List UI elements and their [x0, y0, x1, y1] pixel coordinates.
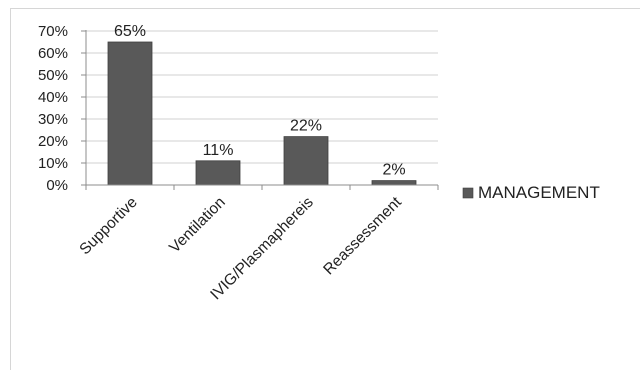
- y-tick-label: 70%: [38, 23, 68, 40]
- legend-swatch: [462, 187, 474, 199]
- y-axis-tick-labels: 0% 10% 20% 30% 40% 50% 60% 70%: [38, 23, 68, 194]
- y-tick-label: 20%: [38, 133, 68, 150]
- legend-label: MANAGEMENT: [478, 183, 600, 202]
- y-tick-label: 30%: [38, 111, 68, 128]
- y-tick-label: 40%: [38, 89, 68, 106]
- y-tick-label: 50%: [38, 67, 68, 84]
- data-labels: 65% 11% 22% 2%: [114, 23, 406, 179]
- axes: [81, 30, 439, 190]
- y-tick-label: 10%: [38, 155, 68, 172]
- bar: [283, 136, 329, 186]
- data-label: 22%: [290, 118, 322, 135]
- x-category-label: Supportive: [76, 194, 140, 258]
- data-label: 11%: [203, 142, 234, 159]
- bar: [371, 180, 417, 186]
- y-tick-label: 0%: [46, 177, 68, 194]
- data-label: 65%: [114, 23, 146, 40]
- bar: [195, 160, 241, 186]
- bars: [107, 41, 417, 186]
- y-tick-label: 60%: [38, 45, 68, 62]
- legend: MANAGEMENT: [462, 183, 600, 202]
- data-label: 2%: [382, 162, 405, 179]
- bar: [107, 41, 153, 186]
- x-category-label: Reassessment: [320, 193, 405, 278]
- x-category-label: Ventilation: [166, 194, 229, 257]
